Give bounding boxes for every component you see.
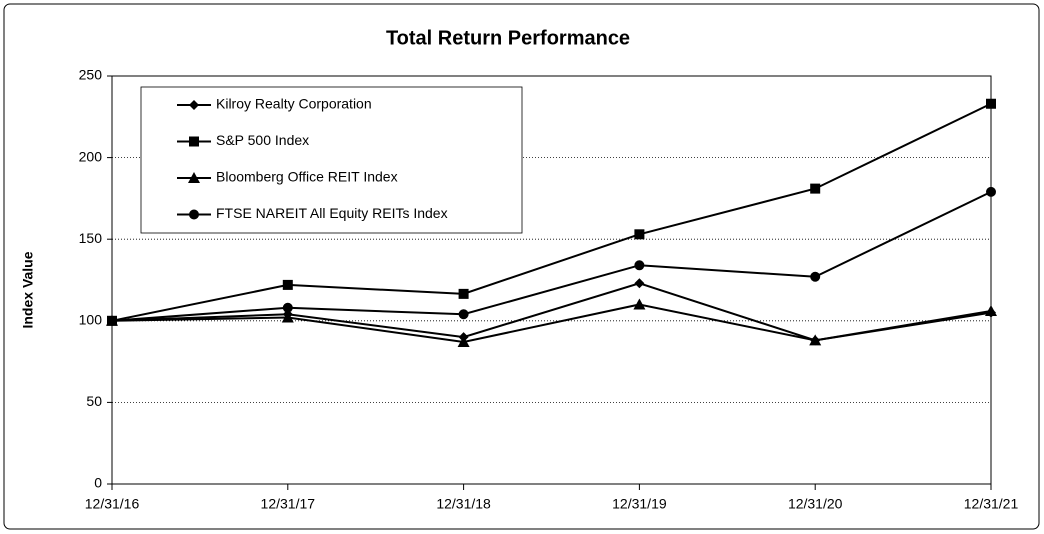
x-tick-label: 12/31/18 <box>436 496 491 512</box>
x-tick-label: 12/31/20 <box>788 496 843 512</box>
marker <box>810 183 821 194</box>
legend-marker <box>189 100 199 110</box>
marker <box>633 298 646 310</box>
marker <box>985 305 997 317</box>
marker <box>458 288 469 299</box>
marker <box>457 336 470 348</box>
marker <box>634 278 645 289</box>
marker <box>809 334 822 346</box>
marker <box>986 186 996 197</box>
y-tick-label: 200 <box>79 148 103 164</box>
marker <box>634 260 645 271</box>
chart-title: Total Return Performance <box>386 27 630 49</box>
legend-box <box>140 86 523 234</box>
x-tick-label: 12/31/16 <box>85 496 140 512</box>
legend-marker <box>188 172 200 183</box>
marker <box>282 279 293 290</box>
series-line <box>111 102 992 322</box>
legend-marker <box>189 136 199 147</box>
y-tick-label: 150 <box>79 230 103 246</box>
y-tick-label: 100 <box>79 312 103 328</box>
series-line <box>111 190 992 322</box>
y-tick-label: 250 <box>79 67 103 83</box>
marker <box>634 229 645 240</box>
chart-border <box>3 3 1040 530</box>
legend-label: FTSE NAREIT All Equity REITs Index <box>216 205 448 221</box>
legend-label: S&P 500 Index <box>216 132 309 148</box>
x-tick-label: 12/31/17 <box>261 496 316 512</box>
y-tick-label: 50 <box>86 393 102 409</box>
marker <box>810 271 821 282</box>
marker <box>986 98 996 109</box>
legend-label: Bloomberg Office REIT Index <box>216 169 398 185</box>
marker <box>281 311 294 323</box>
series-line <box>111 303 992 344</box>
marker <box>107 315 117 326</box>
plot-frame <box>111 75 992 485</box>
y-axis-label: Index Value <box>20 251 36 328</box>
legend-marker <box>189 209 199 220</box>
x-tick-label: 12/31/19 <box>612 496 667 512</box>
legend-label: Kilroy Realty Corporation <box>216 96 372 112</box>
marker <box>458 309 469 320</box>
x-tick-label: 12/31/21 <box>964 496 1019 512</box>
y-tick-label: 0 <box>94 475 102 491</box>
marker <box>282 302 293 313</box>
